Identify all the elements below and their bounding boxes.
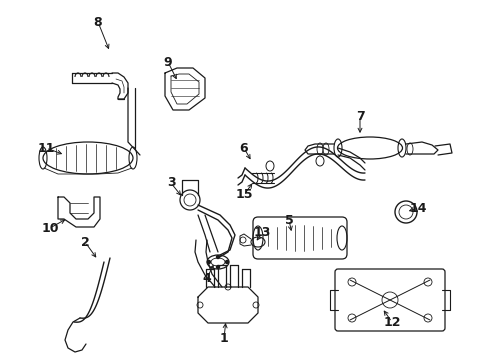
Text: 12: 12 (383, 315, 401, 328)
FancyBboxPatch shape (335, 269, 445, 331)
Circle shape (217, 256, 220, 258)
Circle shape (217, 266, 220, 269)
Circle shape (207, 261, 211, 264)
FancyBboxPatch shape (253, 217, 347, 259)
Text: 3: 3 (167, 176, 175, 189)
Text: 6: 6 (240, 141, 248, 154)
Text: 4: 4 (203, 271, 211, 284)
Text: 8: 8 (94, 15, 102, 28)
Text: 13: 13 (253, 226, 270, 239)
Text: 5: 5 (285, 213, 294, 226)
Text: 11: 11 (37, 141, 55, 154)
Text: 1: 1 (220, 332, 228, 345)
Text: 10: 10 (41, 221, 59, 234)
Text: 14: 14 (409, 202, 427, 215)
Text: 2: 2 (81, 235, 89, 248)
Text: 7: 7 (356, 109, 365, 122)
Circle shape (225, 261, 228, 264)
Text: 15: 15 (235, 189, 253, 202)
Text: 9: 9 (164, 55, 172, 68)
